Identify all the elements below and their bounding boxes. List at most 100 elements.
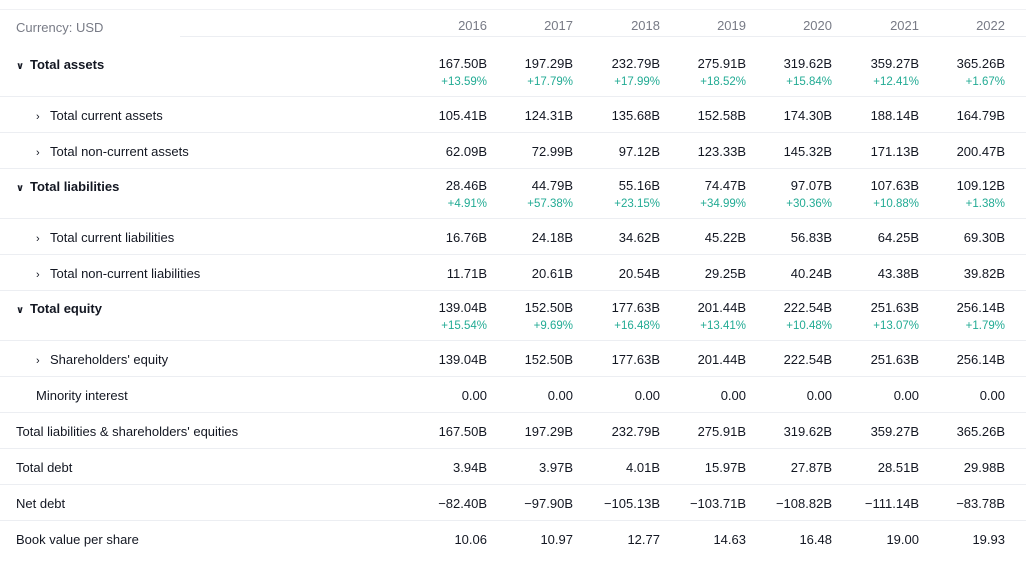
change-percent: +23.15% [614,198,660,210]
chevron-down-icon[interactable]: ∨ [16,305,25,316]
value-text: 44.79B [531,178,573,193]
value-text: 4.01B [626,460,660,475]
table-row[interactable]: › Total non-current assets 62.09B 72.99B 97.… [0,133,1026,169]
change-percent: +1.79% [965,320,1005,332]
value-cell: 27.87B [742,460,832,476]
value-cell: 365.26B [915,424,1005,440]
value-text: 201.44B [697,300,746,315]
value-cell: 16.76B [397,230,487,246]
value-cell: 222.54B +10.48% [742,300,832,334]
value-text: 34.62B [618,230,660,245]
value-text: 97.07B [790,178,832,193]
value-text: 3.94B [453,460,487,475]
value-text: 197.29B [524,56,573,71]
row-label[interactable]: › Total non-current liabilities [36,266,200,283]
value-text: 0.00 [547,388,573,403]
value-cell: 15.97B [656,460,746,476]
value-cell: 44.79B +57.38% [483,178,573,212]
value-cell: 232.79B +17.99% [570,56,660,90]
value-cell: 20.61B [483,266,573,282]
value-cell: 197.29B [483,424,573,440]
value-text: 11.71B [446,266,487,281]
value-text: 0.00 [720,388,746,403]
table-row[interactable]: › Total non-current liabilities 11.71B 20.6… [0,255,1026,291]
currency-label: Currency: USD [16,20,104,35]
chevron-right-icon[interactable]: › [36,147,40,159]
value-cell: 152.58B [656,108,746,124]
chevron-down-icon[interactable]: ∨ [16,61,25,72]
value-cell: 97.07B +30.36% [742,178,832,212]
table-row[interactable]: › Shareholders' equity 139.04B 152.50B 177.6… [0,341,1026,377]
value-text: 201.44B [697,352,746,367]
table-row[interactable]: › Total current liabilities 16.76B 24.18B 34… [0,219,1026,255]
value-text: 62.09B [445,144,487,159]
chevron-right-icon[interactable]: › [36,111,40,123]
value-text: 0.00 [893,388,919,403]
value-cell: 11.71B [397,266,487,282]
value-cell: 0.00 [829,388,919,404]
value-cell: 0.00 [483,388,573,404]
value-text: 359.27B [870,56,919,71]
row-label[interactable]: › Shareholders' equity [36,352,168,369]
value-text: 105.41B [438,108,487,123]
table-row[interactable]: ∨ Total liabilities 28.46B +4.91% 44.79B +57.… [0,169,1026,219]
change-percent: +13.59% [441,76,487,88]
chevron-right-icon[interactable]: › [36,269,40,281]
value-text: 27.87B [790,460,832,475]
year-header: 2020 [803,18,832,33]
value-text: −82.40B [438,496,487,511]
row-label[interactable]: › Total current assets [36,108,163,125]
value-cell: 201.44B [656,352,746,368]
row-label[interactable]: › Total current liabilities [36,230,174,247]
chevron-down-icon[interactable]: ∨ [16,183,25,194]
value-cell: 139.04B +15.54% [397,300,487,334]
value-cell: −111.14B [829,496,919,512]
year-header: 2021 [890,18,919,33]
value-text: 164.79B [956,108,1005,123]
value-cell: 139.04B [397,352,487,368]
table-row[interactable]: ∨ Total equity 139.04B +15.54% 152.50B +9.69%… [0,291,1026,341]
chevron-right-icon[interactable]: › [36,355,40,367]
value-cell: 56.83B [742,230,832,246]
value-cell: 365.26B +1.67% [915,56,1005,90]
table-row[interactable]: › Total current assets 105.41B 124.31B 135.6… [0,97,1026,133]
row-label[interactable]: ∨ Total liabilities [16,179,119,197]
table-row[interactable]: ∨ Total assets 167.50B +13.59% 197.29B +17.79… [0,47,1026,97]
value-cell: 40.24B [742,266,832,282]
row-label[interactable]: ∨ Total assets [16,57,104,75]
value-cell: 74.47B +34.99% [656,178,746,212]
value-text: 359.27B [870,424,919,439]
value-text: 107.63B [870,178,919,193]
value-text: 171.13B [870,144,919,159]
value-text: 39.82B [963,266,1005,281]
value-text: 167.50B [438,56,487,71]
value-cell: 3.94B [397,460,487,476]
value-text: 16.48 [799,532,832,547]
row-label-text: Total assets [30,57,105,72]
value-cell: 10.06 [397,532,487,548]
value-cell: 251.63B [829,352,919,368]
row-label[interactable]: ∨ Total equity [16,301,102,319]
value-cell: 222.54B [742,352,832,368]
value-text: 275.91B [697,424,746,439]
value-text: 56.83B [790,230,832,245]
change-percent: +1.67% [965,76,1005,88]
chevron-right-icon[interactable]: › [36,233,40,245]
value-cell: 69.30B [915,230,1005,246]
value-cell: 0.00 [656,388,746,404]
value-cell: 16.48 [742,532,832,548]
change-percent: +17.99% [614,76,660,88]
change-percent: +17.79% [527,76,573,88]
row-label: Total debt [16,460,72,476]
value-cell: 152.50B [483,352,573,368]
value-cell: 0.00 [915,388,1005,404]
value-cell: 201.44B +13.41% [656,300,746,334]
value-text: 43.38B [877,266,919,281]
row-label-text: Total non-current liabilities [50,266,201,281]
top-divider [0,9,1026,10]
row-label[interactable]: › Total non-current assets [36,144,189,161]
change-percent: +13.07% [873,320,919,332]
value-text: 97.12B [618,144,660,159]
value-text: 28.51B [877,460,919,475]
row-label-text: Minority interest [36,388,128,403]
